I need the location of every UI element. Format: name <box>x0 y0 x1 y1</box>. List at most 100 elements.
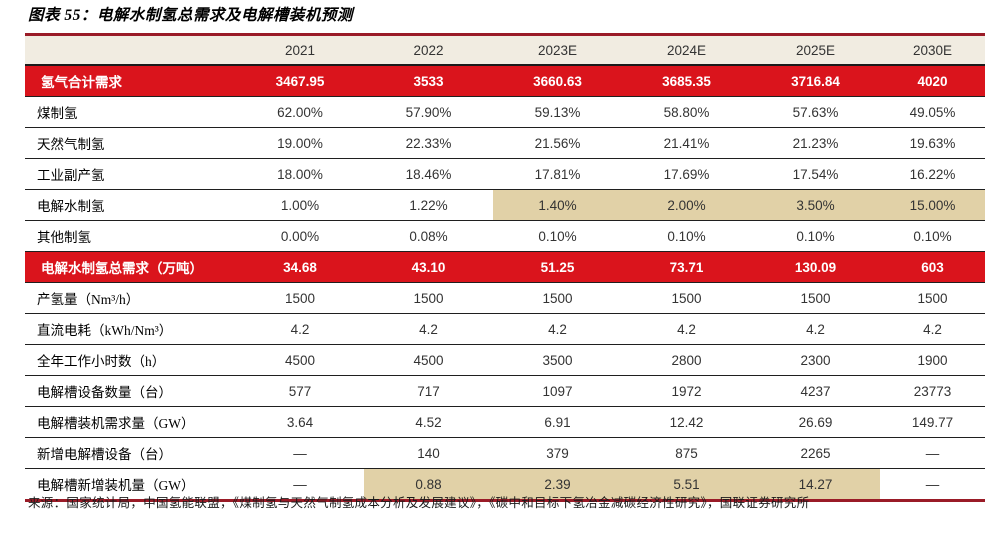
value-cell: 4237 <box>751 375 880 407</box>
value-cell: 22.33% <box>364 127 493 159</box>
value-cell: 4500 <box>364 344 493 376</box>
value-cell: 16.22% <box>880 158 985 190</box>
value-cell: 1.40% <box>493 189 622 221</box>
value-cell: 62.00% <box>236 96 364 128</box>
row-label: 全年工作小时数（h） <box>25 344 236 376</box>
value-cell: 15.00% <box>880 189 985 221</box>
value-cell: 3467.95 <box>236 65 364 97</box>
value-cell: 0.10% <box>493 220 622 252</box>
value-cell: 0.88 <box>364 468 493 501</box>
table-row: 直流电耗（kWh/Nm³） 4.2 4.2 4.2 4.2 4.2 4.2 <box>25 313 985 345</box>
column-header: 2025E <box>751 34 880 66</box>
value-cell: 4020 <box>880 65 985 97</box>
value-cell: 58.80% <box>622 96 751 128</box>
row-label: 电解水制氢 <box>25 189 236 221</box>
value-cell: 21.41% <box>622 127 751 159</box>
value-cell: 3533 <box>364 65 493 97</box>
value-cell: 23773 <box>880 375 985 407</box>
forecast-table-wrap: 2021 2022 2023E 2024E 2025E 2030E 氢气合计需求 3467.… <box>25 33 985 502</box>
table-row: 电解槽装机需求量（GW） 3.64 4.52 6.91 12.42 26.69 149.77 <box>25 406 985 438</box>
value-cell: 1500 <box>364 282 493 314</box>
value-cell: 0.00% <box>236 220 364 252</box>
value-cell: 4.2 <box>364 313 493 345</box>
value-cell: 1.00% <box>236 189 364 221</box>
value-cell: 2.00% <box>622 189 751 221</box>
value-cell: 51.25 <box>493 251 622 283</box>
value-cell: 1500 <box>622 282 751 314</box>
table-row: 电解槽设备数量（台） 577 717 1097 1972 4237 23773 <box>25 375 985 407</box>
value-cell: 59.13% <box>493 96 622 128</box>
summary-row: 氢气合计需求 3467.95 3533 3660.63 3685.35 3716.84 40… <box>25 65 985 97</box>
value-cell: 3500 <box>493 344 622 376</box>
value-cell: 4.52 <box>364 406 493 438</box>
value-cell: 577 <box>236 375 364 407</box>
value-cell: 130.09 <box>751 251 880 283</box>
value-cell: 1097 <box>493 375 622 407</box>
value-cell: 875 <box>622 437 751 469</box>
value-cell: 26.69 <box>751 406 880 438</box>
value-cell: 6.91 <box>493 406 622 438</box>
value-cell: 34.68 <box>236 251 364 283</box>
summary-row: 电解水制氢总需求（万吨） 34.68 43.10 51.25 73.71 130.09 60… <box>25 251 985 283</box>
row-label: 其他制氢 <box>25 220 236 252</box>
header-row: 2021 2022 2023E 2024E 2025E 2030E <box>25 34 985 66</box>
value-cell: 3685.35 <box>622 65 751 97</box>
value-cell: 717 <box>364 375 493 407</box>
value-cell: 18.46% <box>364 158 493 190</box>
table-header: 2021 2022 2023E 2024E 2025E 2030E <box>25 34 985 66</box>
row-label: 天然气制氢 <box>25 127 236 159</box>
value-cell: 73.71 <box>622 251 751 283</box>
value-cell: 0.10% <box>751 220 880 252</box>
value-cell: 603 <box>880 251 985 283</box>
table-row: 全年工作小时数（h） 4500 4500 3500 2800 2300 1900 <box>25 344 985 376</box>
row-label: 新增电解槽设备（台） <box>25 437 236 469</box>
value-cell: — <box>236 437 364 469</box>
value-cell: 21.23% <box>751 127 880 159</box>
table-row: 电解槽新增装机量（GW） —0.88 2.39 5.51 14.27— <box>25 468 985 501</box>
value-cell: 43.10 <box>364 251 493 283</box>
value-cell: 14.27 <box>751 468 880 501</box>
value-cell: 57.90% <box>364 96 493 128</box>
value-cell: 4.2 <box>493 313 622 345</box>
header-label-cell <box>25 34 236 66</box>
value-cell: 1900 <box>880 344 985 376</box>
value-cell: 21.56% <box>493 127 622 159</box>
value-cell: — <box>880 437 985 469</box>
table-row: 产氢量（Nm³/h） 1500 1500 1500 1500 1500 1500 <box>25 282 985 314</box>
value-cell: 1500 <box>493 282 622 314</box>
value-cell: 3660.63 <box>493 65 622 97</box>
value-cell: 4.2 <box>751 313 880 345</box>
row-label: 工业副产氢 <box>25 158 236 190</box>
value-cell: 19.00% <box>236 127 364 159</box>
value-cell: 17.54% <box>751 158 880 190</box>
row-label: 产氢量（Nm³/h） <box>25 282 236 314</box>
value-cell: 57.63% <box>751 96 880 128</box>
value-cell: 2265 <box>751 437 880 469</box>
table-row: 煤制氢 62.00% 57.90% 59.13% 58.80% 57.63% 49.05% <box>25 96 985 128</box>
value-cell: 3.64 <box>236 406 364 438</box>
value-cell: 1972 <box>622 375 751 407</box>
table-row: 工业副产氢 18.00% 18.46% 17.81% 17.69% 17.54% 16.22… <box>25 158 985 190</box>
value-cell: 1.22% <box>364 189 493 221</box>
table-row: 新增电解槽设备（台） —140 379 875 2265— <box>25 437 985 469</box>
value-cell: 149.77 <box>880 406 985 438</box>
table-row: 电解水制氢 1.00% 1.22% 1.40% 2.00% 3.50% 15.00% <box>25 189 985 221</box>
column-header: 2021 <box>236 34 364 66</box>
table-body: 氢气合计需求 3467.95 3533 3660.63 3685.35 3716.84 40… <box>25 65 985 501</box>
row-label: 电解槽设备数量（台） <box>25 375 236 407</box>
row-label: 电解槽装机需求量（GW） <box>25 406 236 438</box>
value-cell: 140 <box>364 437 493 469</box>
column-header: 2022 <box>364 34 493 66</box>
value-cell: 2.39 <box>493 468 622 501</box>
column-header: 2024E <box>622 34 751 66</box>
value-cell: 4.2 <box>880 313 985 345</box>
value-cell: 4.2 <box>622 313 751 345</box>
value-cell: 0.10% <box>880 220 985 252</box>
row-label: 电解水制氢总需求（万吨） <box>25 251 236 283</box>
value-cell: 5.51 <box>622 468 751 501</box>
value-cell: 1500 <box>880 282 985 314</box>
column-header: 2030E <box>880 34 985 66</box>
row-label: 氢气合计需求 <box>25 65 236 97</box>
value-cell: 1500 <box>236 282 364 314</box>
value-cell: 0.08% <box>364 220 493 252</box>
